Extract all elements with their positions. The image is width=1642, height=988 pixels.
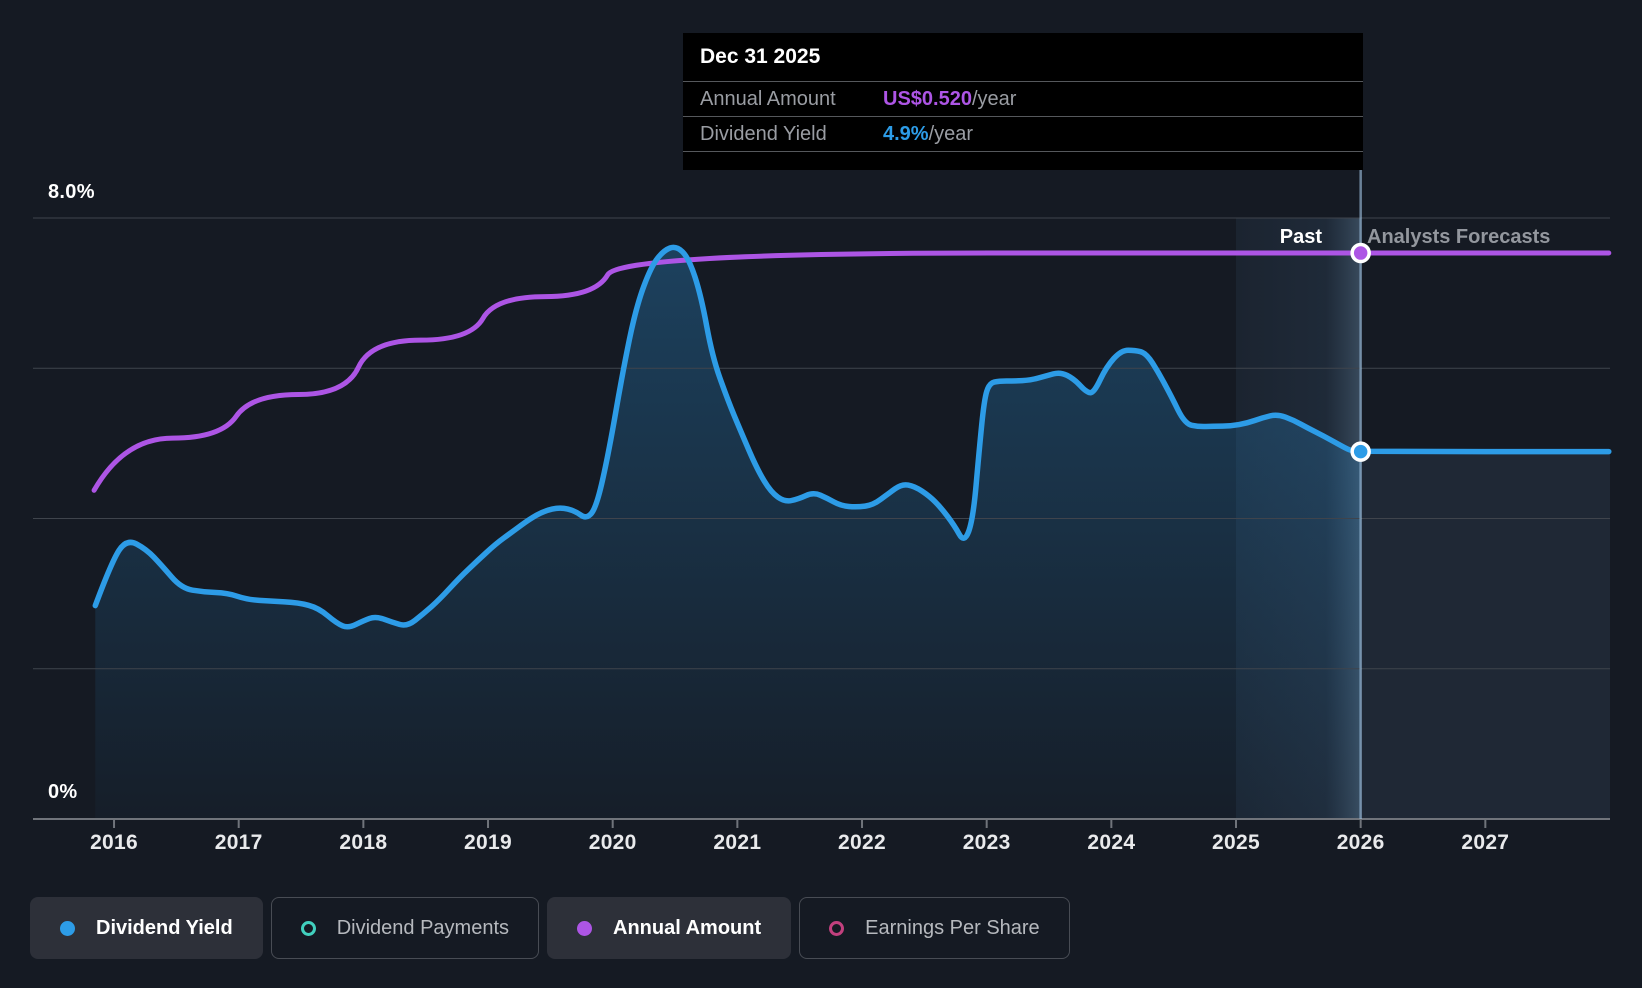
x-tick-label-2022: 2022 (838, 831, 886, 854)
forecast-zone-label: Analysts Forecasts (1367, 226, 1551, 248)
legend-chip-label: Dividend Yield (96, 916, 233, 939)
dividend-yield-marker[interactable] (1350, 441, 1371, 462)
annual-amount-line (91, 250, 1612, 493)
x-tick-label-2023: 2023 (962, 831, 1011, 854)
tooltip-row-annual-amount: Annual Amount US$0.520 /year (683, 82, 1363, 117)
legend-chip-dividend-payments[interactable]: Dividend Payments (270, 897, 540, 959)
x-tick-label-2020: 2020 (588, 831, 637, 854)
legend-ring-dot-icon (300, 920, 316, 936)
tooltip-date: Dec 31 2025 (683, 33, 1363, 82)
dividend-yield-forecast-area (1360, 451, 1610, 819)
legend-chip-earnings-per-share[interactable]: Earnings Per Share (799, 897, 1070, 959)
x-tick-label-2026: 2026 (1336, 831, 1385, 854)
tooltip-value-annual-amount: US$0.520 (883, 87, 972, 110)
tooltip-row-dividend-yield: Dividend Yield 4.9% /year (683, 117, 1363, 152)
x-tick-label-2025: 2025 (1212, 831, 1260, 854)
tooltip-suffix: /year (971, 87, 1017, 110)
legend-filled-dot-icon (577, 920, 593, 936)
chart-tooltip: Dec 31 2025 Annual Amount US$0.520 /year… (683, 33, 1363, 170)
tooltip-label: Annual Amount (700, 87, 836, 110)
legend-chip-label: Dividend Payments (336, 916, 510, 939)
legend-chip-label: Earnings Per Share (865, 916, 1040, 939)
past-zone-label: Past (1279, 226, 1322, 248)
x-tick-label-2024: 2024 (1087, 831, 1136, 854)
legend-chip-label: Annual Amount (613, 916, 762, 939)
x-tick-label-2021: 2021 (713, 831, 762, 854)
x-tick-label-2027: 2027 (1461, 831, 1510, 854)
tooltip-label: Dividend Yield (700, 122, 827, 145)
dividend-yield-line (92, 244, 1612, 630)
tooltip-value-dividend-yield: 4.9% (883, 122, 929, 145)
legend-ring-dot-icon (829, 920, 845, 936)
x-tick-label-2018: 2018 (339, 831, 388, 854)
legend-filled-dot-icon (60, 920, 75, 936)
legend-chip-dividend-yield[interactable]: Dividend Yield (30, 897, 263, 959)
annual-amount-marker[interactable] (1350, 242, 1371, 264)
y-axis-top-label: 8.0% (48, 181, 95, 203)
tooltip-suffix: /year (928, 122, 974, 145)
y-axis-bottom-label: 0% (48, 781, 78, 803)
x-tick-label-2016: 2016 (90, 831, 138, 854)
x-tick-label-2017: 2017 (214, 831, 263, 854)
legend-chip-annual-amount[interactable]: Annual Amount (547, 897, 792, 959)
x-tick-label-2019: 2019 (464, 831, 512, 854)
dividend-yield-past-area (95, 247, 1361, 819)
chart-legend: Dividend Yield Dividend Payments Annual Am… (30, 897, 1070, 959)
